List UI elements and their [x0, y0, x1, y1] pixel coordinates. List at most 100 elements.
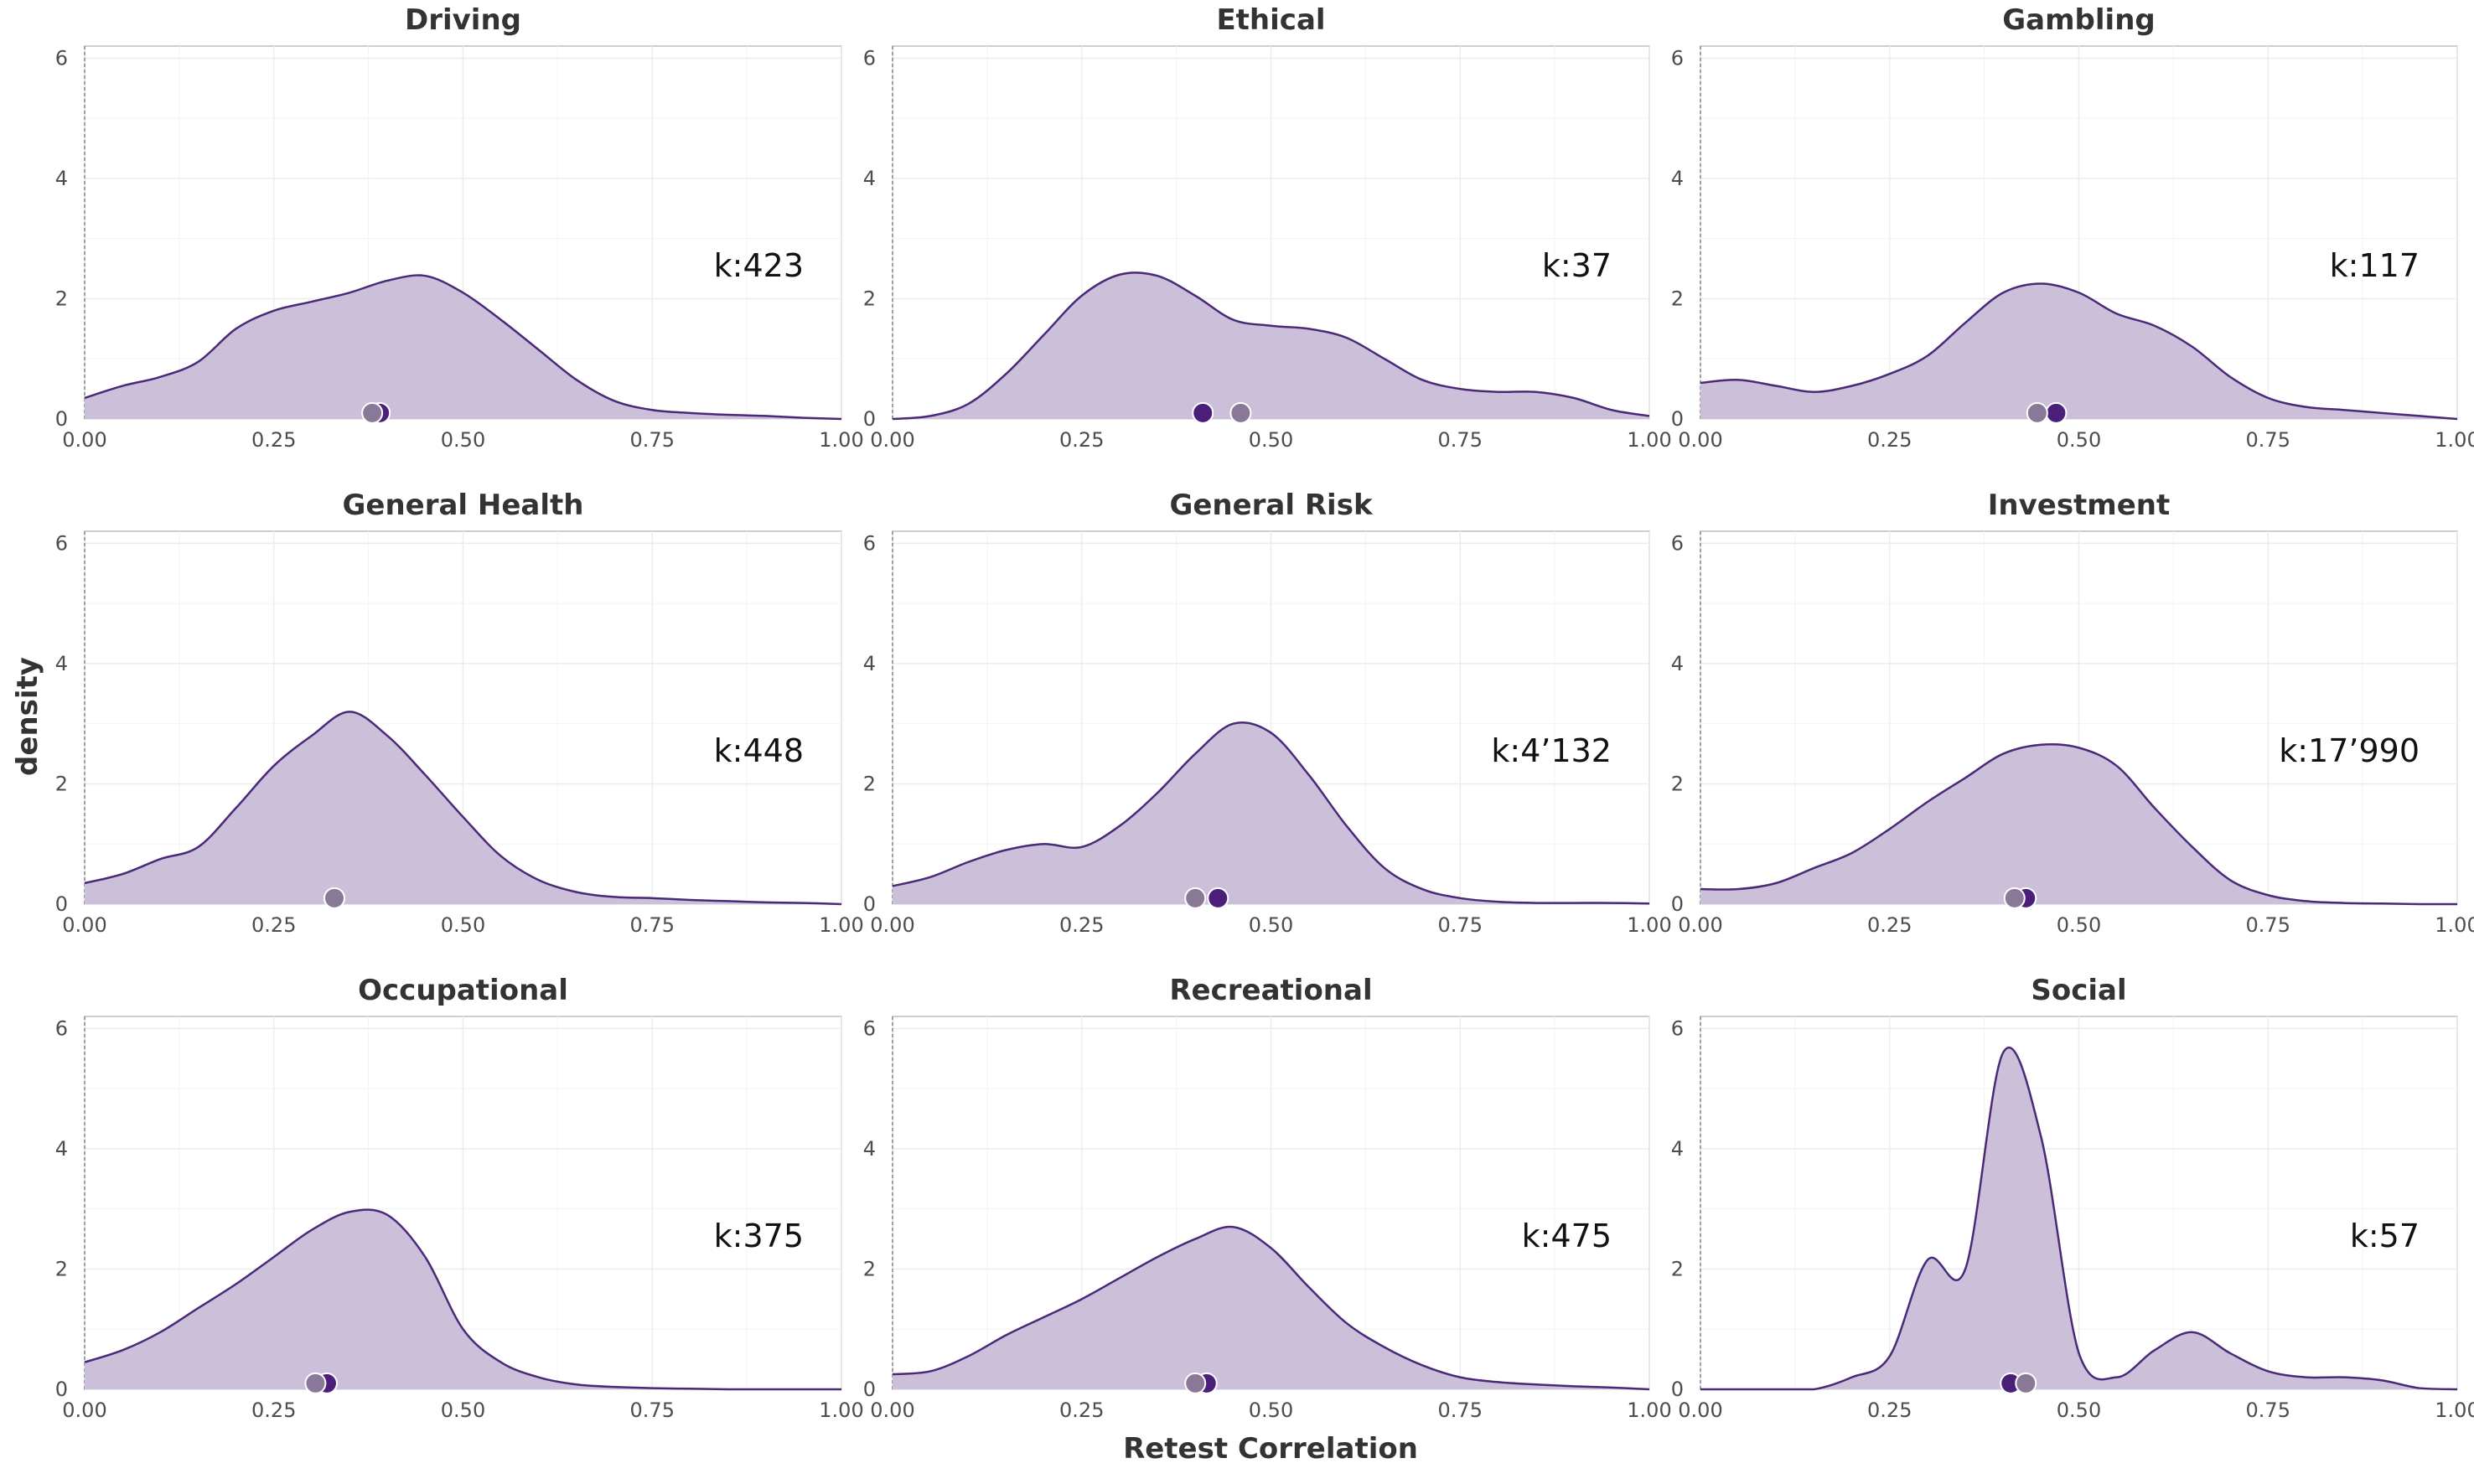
density-line [892, 721, 1650, 905]
y-tick-label: 0 [863, 892, 876, 916]
y-tick-label: 4 [1671, 1137, 1684, 1161]
x-tick-label: 0.25 [1867, 428, 1912, 452]
x-tick-label: 0.25 [1867, 1399, 1912, 1422]
panel: 0.00 0.25 0.50 0.75 1.00 0 2 4 6 Investment k:17’9… [1671, 489, 2474, 937]
k-count-label: k:4’132 [1491, 732, 1612, 769]
density-line [84, 711, 842, 906]
density-area [1700, 283, 2457, 419]
panel-title: General Health [342, 489, 583, 522]
y-tick-label: 4 [1671, 167, 1684, 190]
density-line [1700, 1046, 2458, 1391]
k-count-label: k:57 [2350, 1218, 2420, 1254]
y-tick-label: 6 [863, 531, 876, 555]
y-tick-label: 4 [863, 652, 876, 675]
y-tick-label: 0 [55, 1378, 68, 1401]
x-tick-label: 0.25 [1059, 428, 1104, 452]
k-count-label: k:117 [2330, 247, 2420, 284]
x-tick-label: 0.50 [1249, 913, 1293, 937]
panel-title: General Risk [1169, 489, 1374, 522]
x-tick-label: 1.00 [819, 1399, 863, 1422]
x-tick-label: 0.75 [630, 1399, 675, 1422]
y-tick-label: 2 [863, 1257, 876, 1280]
density-line [84, 274, 842, 421]
y-tick-label: 2 [1671, 772, 1684, 795]
y-tick-label: 4 [55, 1137, 68, 1161]
x-tick-label: 0.25 [1867, 913, 1912, 937]
y-tick-label: 6 [1671, 531, 1684, 555]
density-area [893, 722, 1649, 904]
x-tick-label: 1.00 [1627, 1399, 1671, 1422]
y-tick-label: 2 [55, 1257, 68, 1280]
panel: 0.00 0.25 0.50 0.75 1.00 0 2 4 6 Occupational k:37… [55, 974, 864, 1422]
y-tick-label: 0 [55, 892, 68, 916]
y-tick-label: 0 [863, 1378, 876, 1401]
x-tick-label: 1.00 [1627, 428, 1671, 452]
y-tick-label: 2 [863, 287, 876, 310]
y-tick-label: 2 [55, 772, 68, 795]
x-tick-label: 0.50 [2057, 428, 2101, 452]
x-axis-title: Retest Correlation [1123, 1432, 1418, 1466]
median-point [2026, 401, 2048, 424]
y-tick-label: 4 [863, 167, 876, 190]
mean-point [2045, 401, 2068, 424]
x-tick-label: 0.25 [251, 1399, 296, 1422]
panel-title: Ethical [1216, 3, 1325, 37]
median-point [323, 887, 345, 909]
x-tick-label: 0.75 [2246, 1399, 2290, 1422]
x-tick-label: 0.50 [1249, 1399, 1293, 1422]
y-tick-label: 2 [1671, 1257, 1684, 1280]
density-line [1700, 282, 2458, 421]
y-tick-label: 6 [55, 46, 68, 70]
y-tick-label: 4 [1671, 652, 1684, 675]
x-tick-label: 0.75 [1438, 913, 1483, 937]
x-tick-label: 0.75 [1438, 428, 1483, 452]
mean-point [1207, 887, 1229, 909]
x-tick-label: 1.00 [2435, 913, 2474, 937]
panel-title: Occupational [358, 974, 568, 1007]
y-axis-title: density [11, 657, 44, 776]
panel-title: Recreational [1169, 974, 1372, 1007]
y-tick-label: 4 [863, 1137, 876, 1161]
x-tick-label: 0.75 [630, 913, 675, 937]
panel: 0.00 0.25 0.50 0.75 1.00 0 2 4 6 Social k:57 [1671, 974, 2474, 1422]
panel: 0.00 0.25 0.50 0.75 1.00 0 2 4 6 General Health k:… [55, 489, 864, 937]
x-tick-label: 0.50 [2057, 1399, 2101, 1422]
k-count-label: k:17’990 [2279, 732, 2420, 769]
x-tick-label: 0.25 [251, 913, 296, 937]
density-line [1700, 743, 2457, 906]
y-tick-label: 0 [863, 407, 876, 431]
x-tick-label: 0.00 [62, 1399, 106, 1422]
y-tick-label: 2 [55, 287, 68, 310]
density-line [892, 271, 1650, 421]
k-count-label: k:475 [1522, 1218, 1612, 1254]
median-point [304, 1372, 327, 1394]
panel-title: Gambling [2002, 3, 2155, 37]
k-count-label: k:448 [714, 732, 804, 769]
x-tick-label: 0.50 [441, 913, 485, 937]
density-area [893, 272, 1649, 419]
panel: 0.00 0.25 0.50 0.75 1.00 0 2 4 6 Driving k:423 [55, 3, 864, 452]
median-point [1184, 887, 1207, 909]
y-tick-label: 6 [863, 46, 876, 70]
x-tick-label: 0.75 [1438, 1399, 1483, 1422]
y-tick-label: 0 [1671, 407, 1684, 431]
median-point [1184, 1372, 1207, 1394]
panel-title: Social [2031, 974, 2126, 1007]
x-tick-label: 1.00 [819, 428, 863, 452]
y-tick-label: 2 [863, 772, 876, 795]
x-tick-label: 1.00 [2435, 1399, 2474, 1422]
density-area [893, 1227, 1649, 1389]
panel: 0.00 0.25 0.50 0.75 1.00 0 2 4 6 Gambling k:117 [1671, 3, 2474, 452]
x-tick-label: 0.00 [1678, 913, 1722, 937]
y-tick-label: 6 [1671, 1016, 1684, 1040]
y-tick-label: 6 [55, 531, 68, 555]
x-tick-label: 0.00 [1678, 1399, 1722, 1422]
y-tick-label: 6 [55, 1016, 68, 1040]
median-point [1229, 401, 1252, 424]
y-tick-label: 0 [1671, 892, 1684, 916]
mean-point [1192, 401, 1214, 424]
density-area [85, 711, 841, 904]
x-tick-label: 1.00 [1627, 913, 1671, 937]
